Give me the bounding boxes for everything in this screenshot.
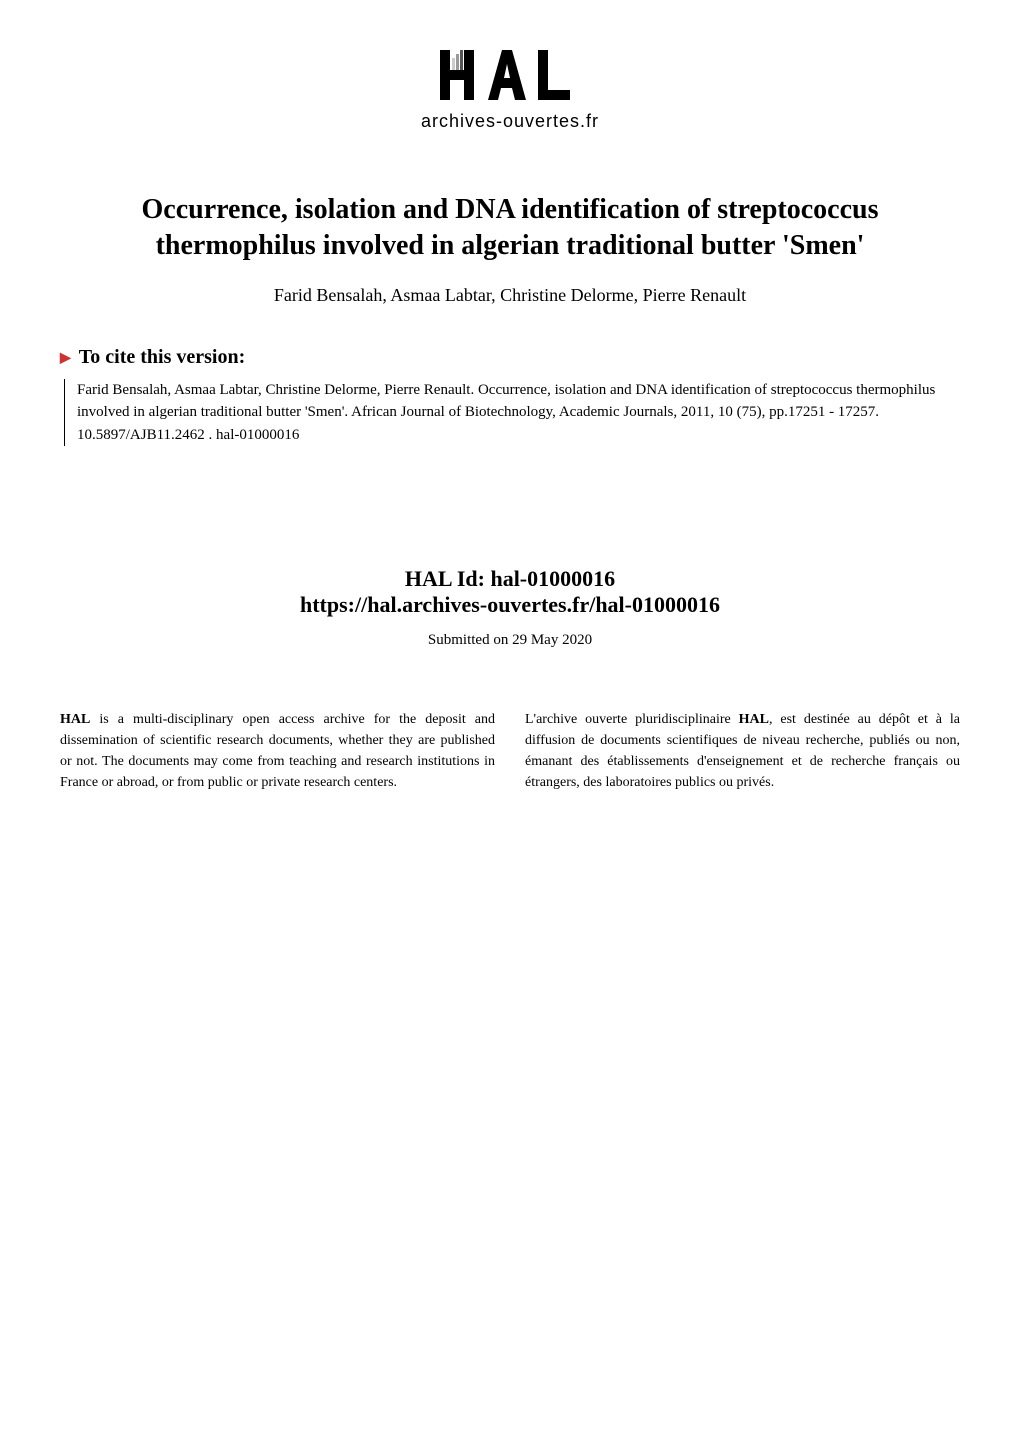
citation-authors: Farid Bensalah, Asmaa Labtar, Christine … [77, 382, 474, 398]
citation-halref: hal-01000016 [216, 427, 299, 443]
submitted-date: Submitted on 29 May 2020 [60, 632, 960, 649]
right-col-lead: L'archive ouverte pluridisciplinaire [525, 712, 739, 727]
right-col-bold: HAL [739, 712, 769, 727]
left-col-rest: is a multi-disciplinary open access arch… [60, 712, 495, 790]
paper-title: Occurrence, isolation and DNA identifica… [140, 192, 880, 265]
description-columns: HAL is a multi-disciplinary open access … [60, 709, 960, 793]
cite-section: To cite this version: Farid Bensalah, As… [60, 346, 960, 447]
hal-logo-svg [430, 40, 590, 110]
right-column: L'archive ouverte pluridisciplinaire HAL… [525, 709, 960, 793]
hal-logo: archives-ouvertes.fr [421, 40, 599, 132]
hal-id-label: HAL Id: [405, 566, 491, 591]
citation-block: Farid Bensalah, Asmaa Labtar, Christine … [64, 379, 960, 447]
left-column: HAL is a multi-disciplinary open access … [60, 709, 495, 793]
logo-subtitle: archives-ouvertes.fr [421, 111, 599, 132]
hal-id-line: HAL Id: hal-01000016 [60, 566, 960, 592]
cite-heading: To cite this version: [60, 346, 960, 369]
hal-url[interactable]: https://hal.archives-ouvertes.fr/hal-010… [60, 592, 960, 618]
citation-journal: African Journal of Biotechnology, Academ… [351, 404, 879, 420]
logo-section: archives-ouvertes.fr [60, 40, 960, 132]
citation-doi: 10.5897/AJB11.2462 . [77, 427, 212, 443]
hal-id-value: hal-01000016 [490, 566, 615, 591]
hal-id-section: HAL Id: hal-01000016 https://hal.archive… [60, 566, 960, 618]
paper-authors: Farid Bensalah, Asmaa Labtar, Christine … [60, 285, 960, 306]
left-col-lead: HAL [60, 712, 90, 727]
